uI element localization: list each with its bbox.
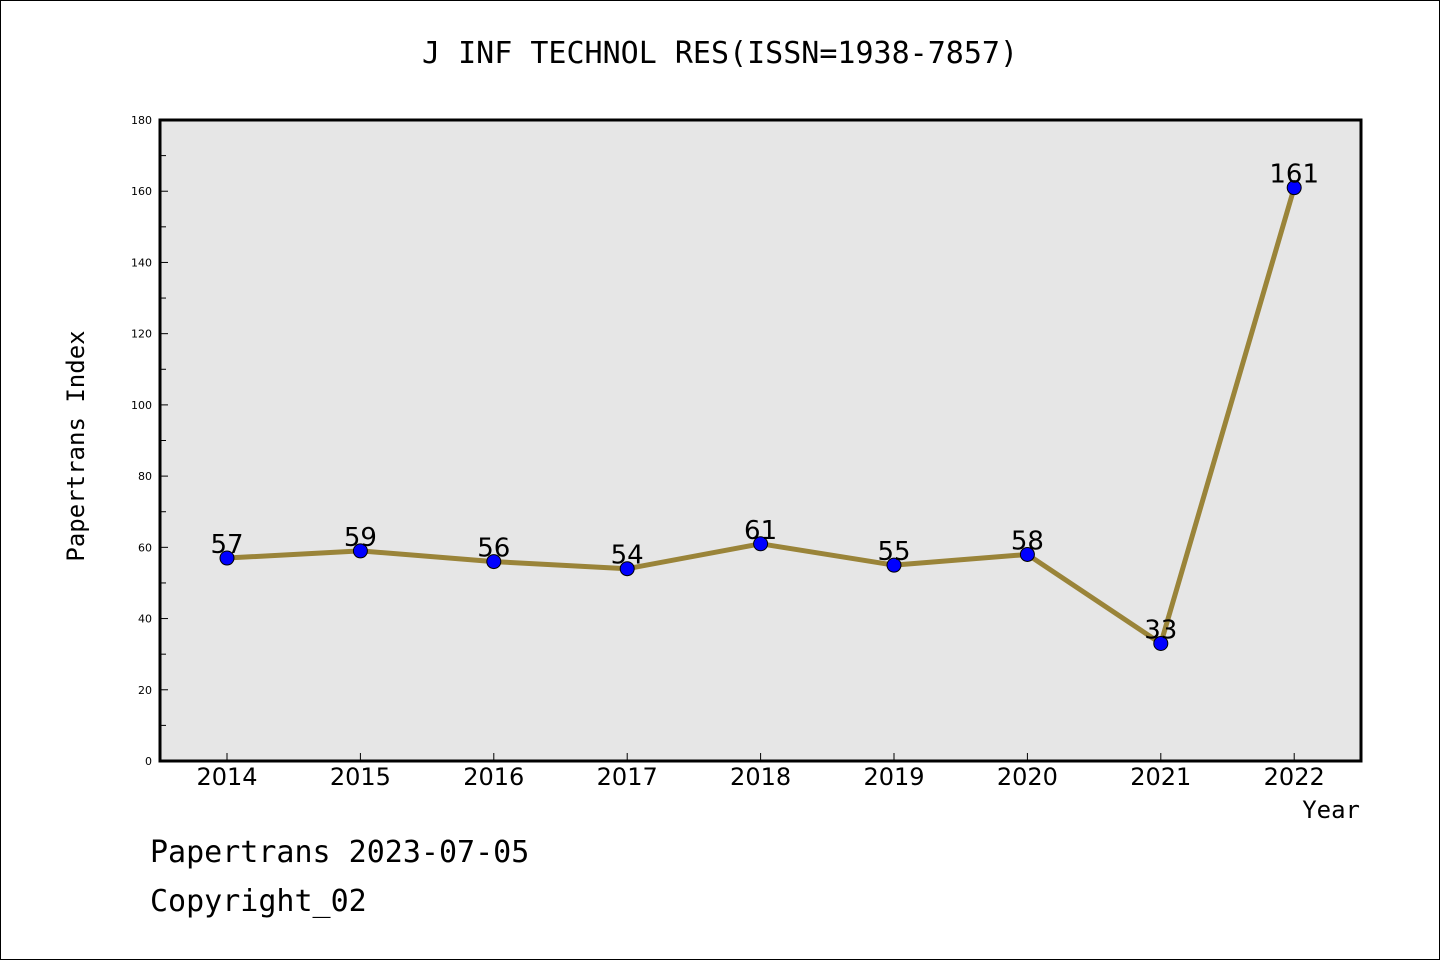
data-point (1153, 635, 1169, 651)
data-point (753, 536, 769, 552)
data-point (352, 543, 368, 559)
chart-title: J INF TECHNOL RES(ISSN=1938-7857) (421, 36, 1019, 71)
x-tick-label: 2018 (730, 763, 791, 791)
x-tick-label: 2019 (863, 763, 924, 791)
y-tick-label: 180 (131, 114, 152, 127)
x-axis-label: Year (1302, 796, 1360, 824)
data-label: 57 (210, 530, 243, 560)
y-tick-label: 160 (131, 185, 152, 198)
footer-date: Papertrans 2023-07-05 (150, 835, 530, 870)
y-axis-label: Papertrans Index (62, 330, 90, 562)
y-tick-label: 140 (131, 256, 152, 269)
plot-area (158, 118, 1363, 763)
data-point (219, 550, 235, 566)
data-label: 33 (1144, 615, 1177, 645)
data-label: 59 (344, 523, 377, 553)
data-point (1019, 546, 1035, 562)
data-label: 56 (477, 534, 510, 564)
data-point (486, 554, 502, 570)
series-layer: 57 59 56 54 61 55 58 33 161 (210, 160, 1319, 651)
x-tick-label: 2017 (597, 763, 658, 791)
y-tick-label: 100 (131, 399, 152, 412)
footer-copyright: Copyright_02 (150, 884, 367, 919)
x-tick-label: 2022 (1264, 763, 1325, 791)
y-axis: 0 20 40 60 80 100 120 140 160 180 (131, 114, 168, 768)
y-tick-label: 60 (138, 541, 152, 554)
data-point (619, 561, 635, 577)
y-tick-label: 40 (138, 613, 152, 626)
x-tick-label: 2020 (997, 763, 1058, 791)
data-point (886, 557, 902, 573)
x-axis: 2014 2015 2016 2017 2018 2019 2020 2021 2022 (196, 753, 1325, 791)
x-tick-label: 2021 (1130, 763, 1191, 791)
data-label: 58 (1011, 526, 1044, 556)
y-tick-label: 20 (138, 684, 152, 697)
data-label: 61 (744, 516, 777, 546)
y-tick-label: 80 (138, 470, 152, 483)
x-tick-label: 2015 (330, 763, 391, 791)
x-tick-label: 2016 (463, 763, 524, 791)
data-label: 161 (1269, 160, 1319, 190)
data-point (1286, 180, 1302, 196)
y-tick-label: 120 (131, 328, 152, 341)
data-label: 54 (611, 541, 644, 571)
y-tick-label: 0 (145, 755, 152, 768)
x-tick-label: 2014 (196, 763, 257, 791)
data-label: 55 (877, 537, 910, 567)
